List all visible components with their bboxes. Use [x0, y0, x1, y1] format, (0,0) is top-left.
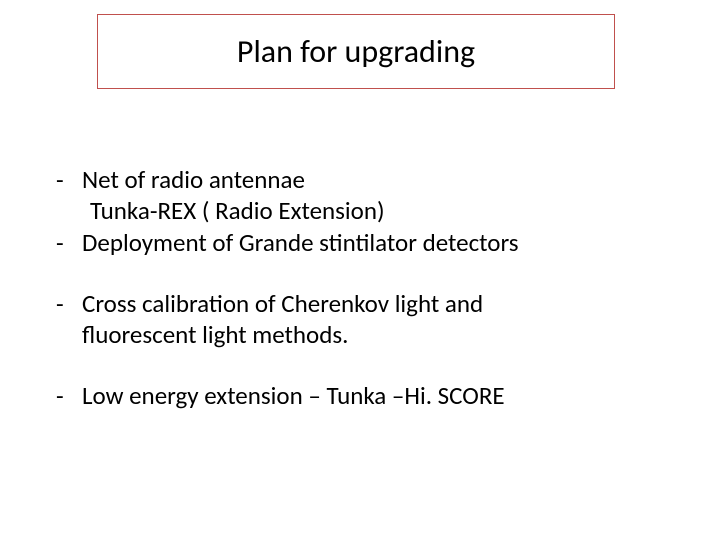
bullet-marker: - [52, 288, 82, 319]
bullet-text: fluorescent light methods. [82, 319, 680, 350]
bullet-item-2: - Deployment of Grande stintilator detec… [52, 227, 680, 258]
bullet-line: - Net of radio antennae [52, 164, 680, 195]
bullet-text: Net of radio antennae [82, 164, 680, 195]
bullet-item-1: - Net of radio antennae Tunka-REX ( Radi… [52, 164, 680, 227]
bullet-marker: - [52, 164, 82, 195]
bullet-line: - Low energy extension – Tunka –Hi. SCOR… [52, 380, 680, 411]
bullet-text: Deployment of Grande stintilator detecto… [82, 227, 680, 258]
bullet-item-3: - Cross calibration of Cherenkov light a… [52, 288, 680, 351]
slide-title: Plan for upgrading [237, 32, 475, 71]
bullet-marker: - [52, 380, 82, 411]
bullet-continuation-line: fluorescent light methods. [52, 319, 680, 350]
bullet-text: Low energy extension – Tunka –Hi. SCORE [82, 380, 680, 411]
content-area: - Net of radio antennae Tunka-REX ( Radi… [52, 164, 680, 440]
bullet-line: - Deployment of Grande stintilator detec… [52, 227, 680, 258]
bullet-line: - Cross calibration of Cherenkov light a… [52, 288, 680, 319]
bullet-item-4: - Low energy extension – Tunka –Hi. SCOR… [52, 380, 680, 411]
bullet-marker: - [52, 227, 82, 258]
bullet-continuation: Tunka-REX ( Radio Extension) [52, 195, 680, 226]
title-box: Plan for upgrading [97, 14, 615, 89]
bullet-text: Cross calibration of Cherenkov light and [82, 288, 680, 319]
